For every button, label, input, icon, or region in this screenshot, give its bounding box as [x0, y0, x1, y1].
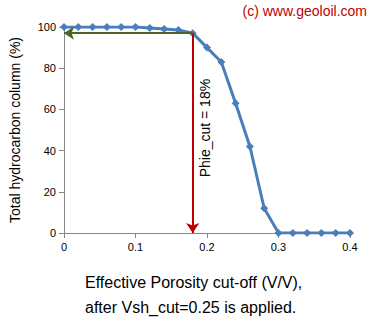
svg-text:Phie_cut = 18%: Phie_cut = 18% — [197, 79, 213, 177]
svg-text:Effective Porosity cut-off (V/: Effective Porosity cut-off (V/V), — [85, 274, 302, 291]
svg-text:40: 40 — [44, 145, 56, 157]
svg-text:0: 0 — [50, 227, 56, 239]
svg-text:80: 80 — [44, 62, 56, 74]
svg-text:0.4: 0.4 — [342, 241, 357, 253]
svg-text:0.1: 0.1 — [128, 241, 143, 253]
svg-text:20: 20 — [44, 186, 56, 198]
svg-text:0.3: 0.3 — [271, 241, 286, 253]
svg-text:0: 0 — [61, 241, 67, 253]
svg-text:60: 60 — [44, 103, 56, 115]
svg-text:100: 100 — [38, 21, 56, 33]
svg-text:Total hydrocarbon column (%): Total hydrocarbon column (%) — [7, 37, 23, 223]
svg-text:after Vsh_cut=0.25 is applied.: after Vsh_cut=0.25 is applied. — [85, 299, 296, 317]
svg-text:0.2: 0.2 — [199, 241, 214, 253]
svg-text:(c) www.geoloil.com: (c) www.geoloil.com — [243, 3, 367, 19]
